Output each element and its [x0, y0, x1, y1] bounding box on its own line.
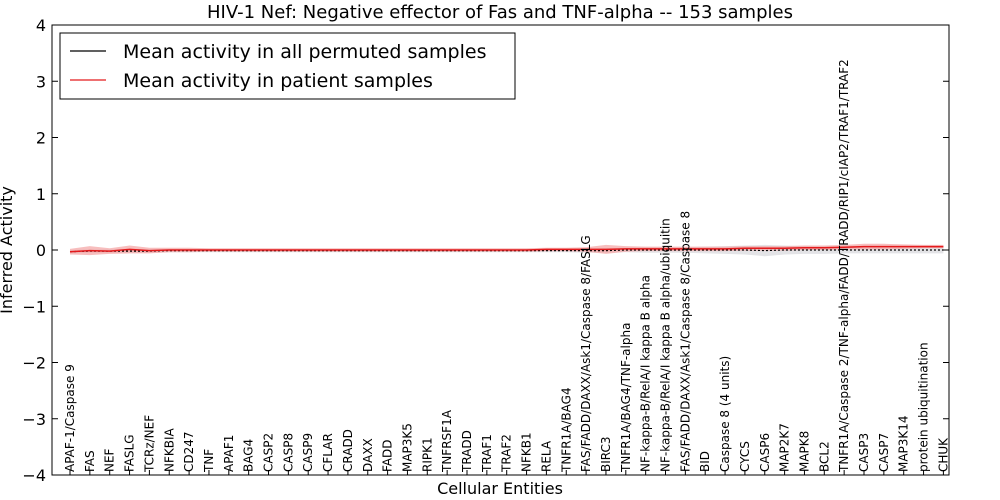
- x-category-label: BID: [698, 451, 712, 472]
- legend-label-patient: Mean activity in patient samples: [123, 70, 433, 92]
- x-category-label: DAXX: [361, 438, 375, 472]
- y-tick-label: 3: [36, 72, 46, 91]
- legend-box: [59, 32, 516, 100]
- x-category-label: TNFR1A/BAG4/TNF-alpha: [619, 323, 633, 473]
- x-axis-category-labels: APAF-1/Caspase 9 FAS NEF FASLG TCRz/NEF NFKBI…: [63, 59, 950, 475]
- y-tick-label: −3: [22, 410, 46, 429]
- x-category-label: BIRC3: [599, 436, 613, 472]
- x-category-label: TNFR1A/BAG4: [559, 387, 573, 473]
- x-category-label: NFKBIA: [162, 427, 176, 472]
- x-category-label: APAF-1/Caspase 9: [63, 364, 77, 472]
- legend-label-permuted: Mean activity in all permuted samples: [123, 41, 486, 63]
- x-category-label: NF-kappa-B/RelA/I kappa B alpha/ubiquiti…: [659, 218, 673, 472]
- x-category-label: CASP3: [857, 433, 871, 472]
- x-category-label: CD247: [182, 431, 196, 472]
- x-category-label: TNF: [202, 449, 216, 473]
- x-category-label: MAP3K5: [400, 423, 414, 472]
- x-category-label: MAP3K14: [897, 415, 911, 472]
- x-category-label: Caspase 8 (4 units): [718, 356, 732, 472]
- x-axis-title: Cellular Entities: [437, 479, 563, 498]
- x-category-label: FAS: [83, 450, 97, 472]
- x-category-label: BAG4: [242, 439, 256, 472]
- x-category-label: TRAF1: [480, 434, 494, 473]
- x-category-label: TNFRSF1A: [440, 409, 454, 473]
- legend: Mean activity in all permuted samples Me…: [59, 32, 516, 100]
- x-category-label: CFLAR: [321, 433, 335, 472]
- y-tick-label: 2: [36, 129, 46, 148]
- x-category-label: CASP8: [281, 433, 295, 472]
- x-category-label: CRADD: [341, 429, 355, 472]
- x-category-label: FAS/FADD/DAXX/Ask1/Caspase 8/FASLG: [579, 235, 593, 472]
- y-tick-label: −1: [22, 297, 46, 316]
- x-category-label: NF-kappa-B/RelA/I kappa B alpha: [639, 275, 653, 472]
- x-category-label: NEF: [103, 448, 117, 472]
- x-category-label: FAS/FADD/DAXX/Ask1/Caspase 8/Caspase 8: [678, 211, 692, 472]
- y-tick-label: 4: [36, 16, 46, 35]
- y-tick-label: −2: [22, 354, 46, 373]
- x-category-label: TRAF2: [500, 434, 514, 473]
- y-tick-label: 0: [36, 241, 46, 260]
- x-category-label: NFKB1: [520, 432, 534, 472]
- y-tick-label: −4: [22, 466, 46, 485]
- x-category-label: CHUK: [936, 437, 950, 472]
- x-category-label: RIPK1: [420, 437, 434, 472]
- x-category-label: CASP9: [301, 433, 315, 472]
- x-category-label: TCRz/NEF: [142, 415, 156, 473]
- chart-title: HIV-1 Nef: Negative effector of Fas and …: [207, 2, 793, 23]
- x-category-label: protein ubiquitination: [917, 342, 931, 472]
- x-category-label: TNFR1A/Caspase 2/TNF-alpha/FADD/TRADD/RI…: [837, 59, 851, 473]
- y-tick-label: 1: [36, 185, 46, 204]
- x-category-label: CYCS: [738, 441, 752, 472]
- x-category-label: RELA: [539, 440, 553, 472]
- x-category-label: APAF1: [222, 435, 236, 472]
- x-category-label: MAPK8: [797, 431, 811, 472]
- x-category-label: BCL2: [817, 441, 831, 472]
- x-category-label: MAP2K7: [778, 423, 792, 472]
- y-axis-title: Inferred Activity: [0, 186, 16, 314]
- series-lines: [69, 245, 944, 253]
- x-category-label: TRADD: [460, 430, 474, 473]
- x-category-label: FASLG: [123, 434, 137, 472]
- x-category-label: CASP7: [877, 433, 891, 472]
- x-category-label: CASP6: [758, 433, 772, 472]
- y-axis-ticks: −4 −3 −2 −1 0 1 2 3 4: [22, 16, 949, 485]
- line-series-1: [69, 245, 944, 253]
- x-category-label: FADD: [381, 440, 395, 473]
- x-category-label: CASP2: [262, 433, 276, 472]
